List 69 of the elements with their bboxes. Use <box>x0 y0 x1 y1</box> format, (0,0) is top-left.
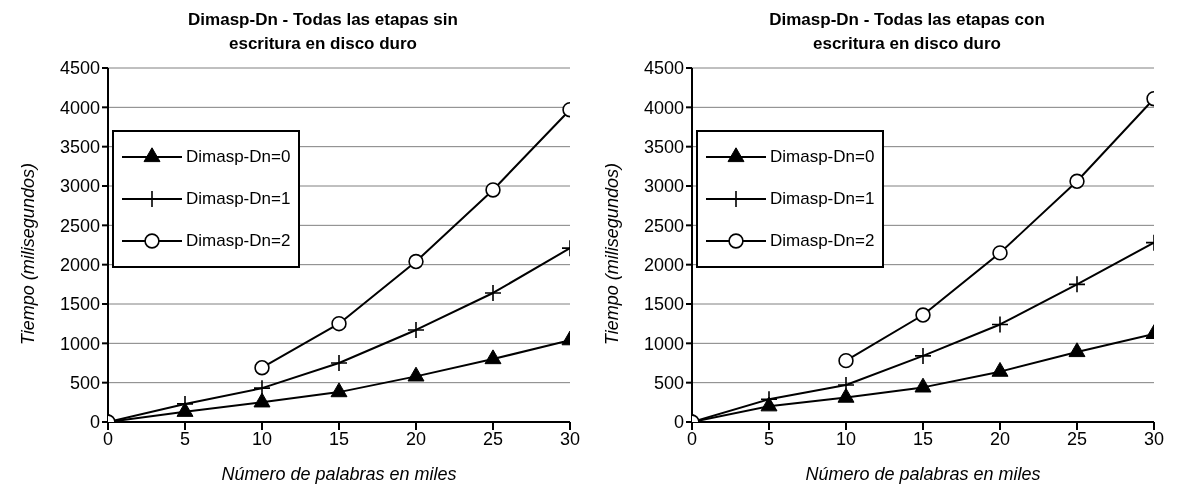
point <box>1068 275 1086 294</box>
point <box>838 352 854 369</box>
x-tick-label: 15 <box>328 428 350 449</box>
x-tick-label: 10 <box>835 428 857 449</box>
point <box>915 307 931 323</box>
point <box>1069 173 1085 189</box>
y-tick-label: 3500 <box>643 137 684 158</box>
point <box>914 377 932 393</box>
chart-title: Dimasp-Dn - Todas las etapas sin escritura en disco duro <box>187 9 459 55</box>
y-tick-label: 2500 <box>59 215 100 236</box>
y-axis-title: Tiempo (milisegundos) <box>18 163 39 345</box>
y-tick-label: 2000 <box>643 255 684 276</box>
y-tick-label: 3000 <box>59 176 100 197</box>
x-tick-label: 15 <box>912 428 934 449</box>
point <box>253 379 271 397</box>
y-tick-label: 1000 <box>643 333 684 354</box>
legend-label: Dimasp-Dn=2 <box>186 231 291 251</box>
x-tick-label: 0 <box>686 428 698 449</box>
y-tick-label: 3000 <box>643 176 684 197</box>
x-tick-label: 20 <box>989 428 1011 449</box>
x-axis-title: Número de palabras en miles <box>805 464 1041 484</box>
y-tick-label: 3500 <box>59 137 100 158</box>
x-tick-label: 30 <box>559 428 581 449</box>
y-tick-label: 2000 <box>59 255 100 276</box>
y-tick-label: 1000 <box>59 333 100 354</box>
y-tick-label: 1500 <box>59 294 100 315</box>
y-tick-label: 0 <box>673 412 684 433</box>
legend-label: Dimasp-Dn=2 <box>770 231 875 251</box>
point <box>407 366 425 382</box>
point <box>914 347 932 365</box>
point <box>407 321 425 339</box>
point <box>253 392 271 408</box>
x-tick-label: 10 <box>251 428 273 449</box>
x-tick-label: 30 <box>1143 428 1165 449</box>
x-tick-label: 25 <box>482 428 504 449</box>
legend-label: Dimasp-Dn=0 <box>770 147 875 167</box>
point <box>991 361 1009 377</box>
x-tick-label: 5 <box>179 428 191 449</box>
x-axis-title: Número de palabras en miles <box>221 464 457 484</box>
point <box>484 349 502 365</box>
x-tick-label: 20 <box>405 428 427 449</box>
point <box>837 387 855 403</box>
point <box>408 253 424 270</box>
point <box>1068 342 1086 358</box>
point <box>992 245 1008 261</box>
y-axis-title: Tiempo (milisegundos) <box>602 163 623 345</box>
legend-label: Dimasp-Dn=1 <box>186 189 291 209</box>
point <box>331 315 347 332</box>
y-tick-label: 0 <box>89 412 100 433</box>
legend-label: Dimasp-Dn=0 <box>186 147 291 167</box>
y-tick-label: 500 <box>653 373 684 394</box>
point <box>485 182 501 198</box>
y-tick-label: 4000 <box>59 97 100 118</box>
y-tick-label: 4500 <box>643 58 684 79</box>
y-tick-label: 2500 <box>643 215 684 236</box>
legend-label: Dimasp-Dn=1 <box>770 189 875 209</box>
x-tick-label: 0 <box>102 428 114 449</box>
point <box>991 315 1009 334</box>
y-tick-label: 500 <box>69 373 100 394</box>
point <box>330 354 348 372</box>
point <box>254 360 270 376</box>
y-tick-label: 1500 <box>643 294 684 315</box>
y-tick-label: 4000 <box>643 97 684 118</box>
chart-title: Dimasp-Dn - Todas las etapas con escritura en disco duro <box>768 9 1046 55</box>
point <box>484 284 502 302</box>
point <box>330 382 348 398</box>
x-tick-label: 25 <box>1066 428 1088 449</box>
x-tick-label: 5 <box>763 428 775 449</box>
y-tick-label: 4500 <box>59 58 100 79</box>
